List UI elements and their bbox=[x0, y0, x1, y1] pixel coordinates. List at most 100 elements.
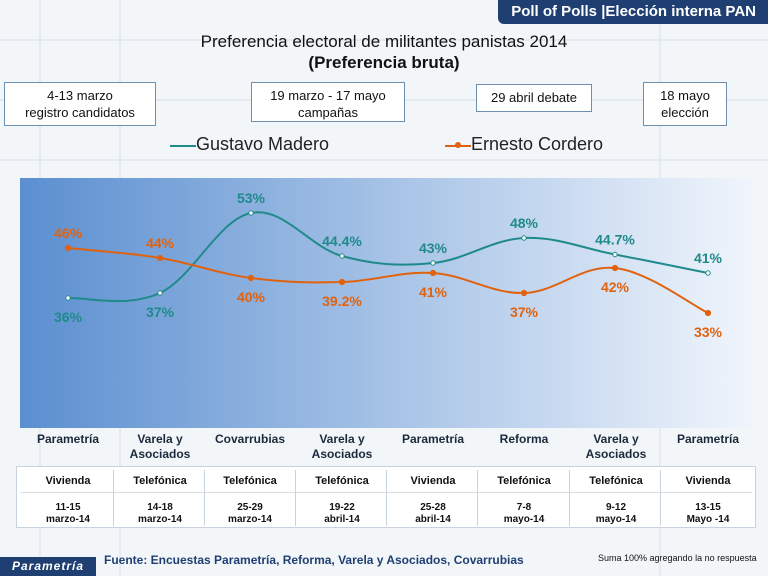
legend-item-cordero: Ernesto Cordero bbox=[445, 134, 615, 156]
table-cell-method: Vivienda bbox=[410, 475, 456, 487]
pollster-label: Covarrubias bbox=[204, 432, 296, 447]
legend-label-cordero: Ernesto Cordero bbox=[471, 134, 604, 154]
header-banner: Poll of Polls |Elección interna PAN bbox=[498, 0, 768, 24]
data-label-madero: 48% bbox=[510, 215, 539, 231]
total-note: Suma 100% agregando la no respuesta bbox=[598, 553, 757, 563]
pollster-line1: Varela y bbox=[137, 432, 183, 446]
pollster-line2: Asociados bbox=[311, 447, 373, 461]
data-label-madero: 36% bbox=[54, 309, 83, 325]
table-cell-method: Vivienda bbox=[45, 475, 91, 487]
table-cell-method: Telefónica bbox=[133, 475, 187, 487]
pollster-label: Parametría bbox=[387, 432, 479, 447]
table-col-divider bbox=[660, 470, 661, 526]
pollster-line2: Asociados bbox=[585, 447, 647, 461]
date-days: 25-29 bbox=[237, 502, 263, 513]
pollster-label: Reforma bbox=[478, 432, 570, 447]
table-col-divider bbox=[386, 470, 387, 526]
table-cell-method: Telefónica bbox=[223, 475, 277, 487]
pollster-label: Varela y Asociados bbox=[296, 432, 388, 462]
phase-line2: elección bbox=[661, 105, 709, 120]
table-cell-date: 25-28 abril-14 bbox=[387, 502, 479, 526]
table-cell-date: 7-8 mayo-14 bbox=[478, 502, 570, 526]
date-month: Mayo -14 bbox=[686, 514, 730, 525]
data-point-cordero bbox=[247, 274, 255, 282]
date-month: mayo-14 bbox=[503, 514, 545, 525]
table-col-divider bbox=[295, 470, 296, 526]
phase-box-debate: 29 abril debate bbox=[476, 84, 592, 112]
data-label-cordero: 39.2% bbox=[322, 293, 362, 309]
phase-box-eleccion: 18 mayo elección bbox=[643, 82, 727, 126]
phase-line2: campañas bbox=[298, 105, 358, 120]
data-label-cordero: 40% bbox=[237, 289, 266, 305]
pollster-line1: Parametría bbox=[36, 432, 100, 446]
legend-label-madero: Gustavo Madero bbox=[196, 134, 330, 154]
data-point-madero bbox=[521, 235, 527, 241]
data-point-madero bbox=[339, 253, 345, 259]
chart-subtitle: (Preferencia bruta) bbox=[308, 53, 460, 72]
table-cell-date: 11-15 marzo-14 bbox=[22, 502, 114, 526]
table-cell-date: 13-15 Mayo -14 bbox=[662, 502, 754, 526]
data-point-cordero bbox=[64, 244, 72, 252]
date-days: 7-8 bbox=[516, 502, 532, 513]
table-cell-method: Telefónica bbox=[497, 475, 551, 487]
table-col-divider bbox=[113, 470, 114, 526]
data-label-madero: 53% bbox=[237, 190, 266, 206]
data-point-madero bbox=[612, 251, 618, 258]
phase-line1: 18 mayo bbox=[660, 88, 710, 103]
phase-line1: 4-13 marzo bbox=[47, 88, 113, 103]
source-note: Fuente: Encuestas Parametría, Reforma, V… bbox=[104, 553, 524, 567]
data-point-cordero bbox=[611, 264, 619, 272]
data-point-madero bbox=[430, 260, 436, 266]
date-month: marzo-14 bbox=[138, 514, 182, 525]
table-cell-date: 14-18 marzo-14 bbox=[114, 502, 206, 526]
date-month: mayo-14 bbox=[595, 514, 637, 525]
phase-box-registro: 4-13 marzo registro candidatos bbox=[4, 82, 156, 126]
phase-line1: 19 marzo - 17 mayo bbox=[270, 88, 386, 103]
pollster-label: Parametría bbox=[22, 432, 114, 447]
date-month: marzo-14 bbox=[46, 514, 90, 525]
pollster-line1: Covarrubias bbox=[214, 432, 286, 446]
date-days: 14-18 bbox=[147, 502, 173, 513]
pollster-label: Varela y Asociados bbox=[114, 432, 206, 462]
data-label-cordero: 41% bbox=[419, 284, 448, 300]
series-line-madero bbox=[67, 211, 709, 303]
phase-line2: registro candidatos bbox=[25, 105, 135, 120]
date-month: marzo-14 bbox=[228, 514, 272, 525]
data-point-cordero bbox=[338, 278, 346, 286]
pollster-line1: Parametría bbox=[401, 432, 465, 446]
date-days: 25-28 bbox=[420, 502, 446, 513]
data-point-cordero bbox=[520, 289, 528, 297]
legend-line-madero bbox=[170, 145, 196, 147]
plot-area bbox=[20, 178, 752, 428]
data-label-madero: 43% bbox=[419, 240, 448, 256]
pollster-label: Parametría bbox=[662, 432, 754, 447]
table-cell-date: 19-22 abril-14 bbox=[296, 502, 388, 526]
chart-title: Preferencia electoral de militantes pani… bbox=[200, 32, 568, 51]
pollster-label: Varela y Asociados bbox=[570, 432, 662, 462]
date-days: 9-12 bbox=[605, 502, 626, 513]
table-col-divider bbox=[569, 470, 570, 526]
pollster-line2: Asociados bbox=[129, 447, 191, 461]
date-days: 13-15 bbox=[695, 502, 721, 513]
pollster-line1: Varela y bbox=[319, 432, 365, 446]
date-days: 11-15 bbox=[55, 502, 81, 513]
data-point-madero bbox=[248, 210, 254, 216]
table-cell-date: 9-12 mayo-14 bbox=[570, 502, 662, 526]
table-cell-date: 25-29 marzo-14 bbox=[204, 502, 296, 526]
phase-box-campanas: 19 marzo - 17 mayo campañas bbox=[251, 82, 405, 122]
data-label-madero: 44.7% bbox=[595, 232, 635, 248]
table-cell-method: Vivienda bbox=[685, 475, 731, 487]
data-point-madero bbox=[705, 270, 711, 276]
data-point-cordero bbox=[704, 309, 712, 317]
pollster-line1: Reforma bbox=[499, 432, 549, 446]
pollster-line1: Varela y bbox=[593, 432, 639, 446]
pollster-line1: Parametría bbox=[676, 432, 740, 446]
data-point-cordero bbox=[156, 254, 164, 262]
data-label-cordero: 44% bbox=[146, 235, 175, 251]
data-point-madero bbox=[157, 290, 163, 296]
legend-marker-cordero bbox=[455, 142, 461, 148]
parametria-logo: Parametría bbox=[0, 557, 96, 576]
table-col-divider bbox=[477, 470, 478, 526]
phase-line1: 29 abril debate bbox=[490, 90, 577, 105]
